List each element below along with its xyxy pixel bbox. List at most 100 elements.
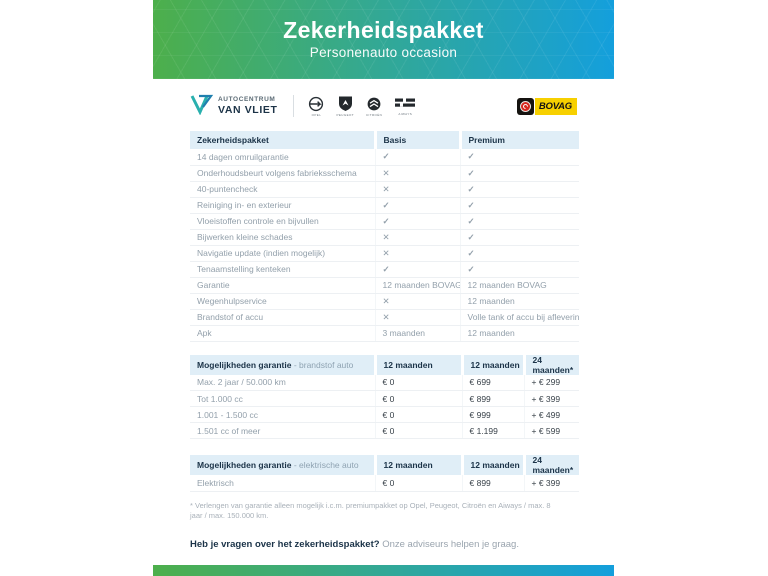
feature-label: Wegenhulpservice [190,293,375,310]
table-header-row: Mogelijkheden garantie - brandstof auto … [190,354,579,375]
price-cell: + € 399 [523,475,579,492]
citroen-icon: CITROËN [366,96,382,117]
table-row: Brandstof of accu ✕ Volle tank of accu bij… [190,309,579,326]
dealer-name-top: AUTOCENTRUM [218,96,276,103]
premium-cell: ✓ [459,213,579,230]
basis-cell: ✓ [374,261,460,278]
basis-cell: ✕ [374,309,460,326]
premium-cell: ✓ [459,181,579,198]
table-row: Reiniging in- en exterieur ✓ ✓ [190,197,579,214]
bovag-emblem-icon [516,97,534,115]
basis-cell: ✓ [374,197,460,214]
basis-cell: ✕ [374,165,460,182]
premium-cell: ✓ [459,261,579,278]
feature-label: 40-puntencheck [190,181,375,198]
table-row: Onderhoudsbeurt volgens fabrieksschema ✕ ✓ [190,165,579,182]
aiways-icon: AIWAYS [394,97,416,116]
opel-icon: OPEL [308,96,324,117]
price-cell: + € 399 [523,390,579,407]
table-row: 40-puntencheck ✕ ✓ [190,181,579,198]
price-cell: € 0 [374,422,462,439]
column-header-premium: Premium [458,131,579,149]
table-row: Bijwerken kleine schades ✕ ✓ [190,229,579,246]
contact-question-bold: Heb je vragen over het zekerheidspakket? [190,538,380,550]
premium-cell: ✓ [459,149,579,166]
price-cell: € 999 [461,406,524,423]
basis-cell: 12 maanden BOVAG [374,277,460,294]
price-cell: + € 599 [523,422,579,439]
column-header-12m: 12 maanden [373,354,462,375]
basis-cell: ✕ [374,229,460,246]
price-cell: € 899 [461,475,524,492]
category-label: Max. 2 jaar / 50.000 km [190,374,375,391]
column-header-package: Zekerheidspakket [190,131,375,149]
basis-cell: ✓ [374,149,460,166]
price-cell: + € 499 [523,406,579,423]
feature-label: Brandstof of accu [190,309,375,326]
footnote: * Verlengen van garantie alleen mogelijk… [190,500,551,520]
column-header-title: Mogelijkheden garantie - brandstof auto [190,354,375,375]
feature-label: Onderhoudsbeurt volgens fabrieksschema [190,165,375,182]
feature-label: Reiniging in- en exterieur [190,197,375,214]
table-row: Vloeistoffen controle en bijvullen ✓ ✓ [190,213,579,230]
feature-label: Apk [190,325,375,342]
dealer-v7-icon [190,93,214,120]
table-row: 1.001 - 1.500 cc € 0 € 999 + € 499 [190,406,579,423]
price-cell: € 0 [374,406,462,423]
flyer-page: Zekerheidspakket Personenauto occasion A… [153,0,614,576]
basis-cell: ✕ [374,293,460,310]
premium-cell: ✓ [459,197,579,214]
column-header-24m: 24 maanden* [522,354,579,375]
category-label: 1.501 cc of meer [190,422,375,439]
category-label: 1.001 - 1.500 cc [190,406,375,423]
table-row: 14 dagen omruilgarantie ✓ ✓ [190,149,579,166]
basis-cell: ✕ [374,181,460,198]
dealer-name-bottom: VAN VLIET [218,103,278,116]
peugeot-icon: PEUGEOT [336,95,354,117]
table-row: Wegenhulpservice ✕ 12 maanden [190,293,579,310]
zekerheidspakket-table: Zekerheidspakket Basis Premium 14 dagen … [190,131,579,342]
garantie-elektrisch-table: Mogelijkheden garantie - elektrische aut… [190,455,579,492]
basis-cell: ✓ [374,213,460,230]
table-row: Tot 1.000 cc € 0 € 899 + € 399 [190,390,579,407]
basis-cell: 3 maanden [374,325,460,342]
category-label: Elektrisch [190,475,375,492]
price-cell: € 0 [374,374,462,391]
dealer-name: AUTOCENTRUM VAN VLIET [218,96,278,116]
table-row: Elektrisch € 0 € 899 + € 399 [190,475,579,492]
premium-cell: Volle tank of accu bij aflevering [459,309,579,326]
header-banner: Zekerheidspakket Personenauto occasion [153,0,614,79]
premium-cell: 12 maanden [459,293,579,310]
premium-cell: 12 maanden BOVAG [459,277,579,294]
price-cell: € 0 [374,390,462,407]
page-title: Zekerheidspakket [283,17,484,43]
logo-row: AUTOCENTRUM VAN VLIET OPEL [190,89,577,123]
table-row: 1.501 cc of meer € 0 € 1.199 + € 599 [190,422,579,439]
feature-label: Garantie [190,277,375,294]
column-header-title: Mogelijkheden garantie - elektrische aut… [190,455,375,475]
page-subtitle: Personenauto occasion [309,45,458,60]
logo-divider [293,95,295,117]
feature-label: Bijwerken kleine schades [190,229,375,246]
bovag-logo: BOVAG [516,97,577,115]
price-cell: € 899 [461,390,524,407]
column-header-24m: 24 maanden* [522,455,579,475]
price-cell: € 699 [461,374,524,391]
brand-logos: OPEL PEUGEOT CITROËN [308,95,416,117]
category-label: Tot 1.000 cc [190,390,375,407]
table-header-row: Zekerheidspakket Basis Premium [190,131,579,149]
premium-cell: ✓ [459,245,579,262]
table-row: Apk 3 maanden 12 maanden [190,325,579,342]
table-header-row: Mogelijkheden garantie - elektrische aut… [190,455,579,475]
basis-cell: ✕ [374,245,460,262]
bovag-label: BOVAG [534,97,577,115]
premium-cell: ✓ [459,165,579,182]
garantie-brandstof-table: Mogelijkheden garantie - brandstof auto … [190,354,579,439]
premium-cell: ✓ [459,229,579,246]
feature-label: Navigatie update (indien mogelijk) [190,245,375,262]
feature-label: 14 dagen omruilgarantie [190,149,375,166]
price-cell: € 1.199 [461,422,524,439]
column-header-12m: 12 maanden [460,354,524,375]
column-header-basis: Basis [373,131,460,149]
